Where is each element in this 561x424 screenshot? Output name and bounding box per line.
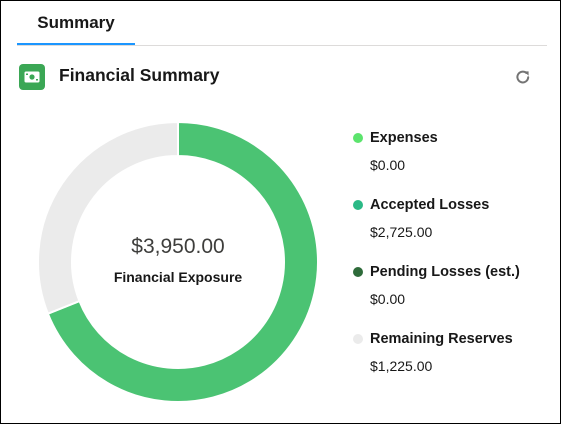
legend-item-expenses[interactable]: Expenses $0.00 — [353, 128, 553, 195]
chart-legend: Expenses $0.00 Accepted Losses $2,725.00… — [353, 128, 553, 396]
money-icon — [19, 64, 45, 90]
legend-label-pending-losses: Pending Losses (est.) — [370, 264, 520, 280]
donut-slice-remaining-reserves[interactable] — [37, 120, 179, 315]
legend-label-expenses: Expenses — [370, 130, 438, 146]
refresh-button[interactable] — [512, 66, 534, 88]
tab-summary[interactable]: Summary — [17, 1, 135, 45]
legend-dot-remaining-reserves — [353, 334, 363, 344]
card-title: Financial Summary — [59, 65, 220, 85]
legend-label-remaining-reserves: Remaining Reserves — [370, 331, 513, 347]
active-tab-indicator — [17, 43, 135, 45]
legend-item-accepted-losses[interactable]: Accepted Losses $2,725.00 — [353, 195, 553, 262]
legend-value-remaining-reserves: $1,225.00 — [370, 358, 433, 374]
legend-value-expenses: $0.00 — [370, 157, 406, 173]
legend-item-remaining-reserves[interactable]: Remaining Reserves $1,225.00 — [353, 329, 553, 396]
tab-summary-label: Summary — [37, 12, 115, 32]
legend-dot-expenses — [353, 133, 363, 143]
legend-item-pending-losses[interactable]: Pending Losses (est.) $0.00 — [353, 262, 553, 329]
legend-dot-accepted-losses — [353, 200, 363, 210]
legend-value-pending-losses: $0.00 — [370, 291, 406, 307]
financial-exposure-donut-chart — [37, 120, 319, 403]
card-header: Financial Summary — [19, 63, 539, 91]
refresh-icon — [516, 70, 530, 84]
legend-value-accepted-losses: $2,725.00 — [370, 224, 433, 240]
donut-slice-accepted-losses[interactable] — [46, 120, 319, 403]
legend-label-accepted-losses: Accepted Losses — [370, 197, 490, 213]
legend-dot-pending-losses — [353, 267, 363, 277]
tab-bar: Summary — [17, 1, 547, 46]
